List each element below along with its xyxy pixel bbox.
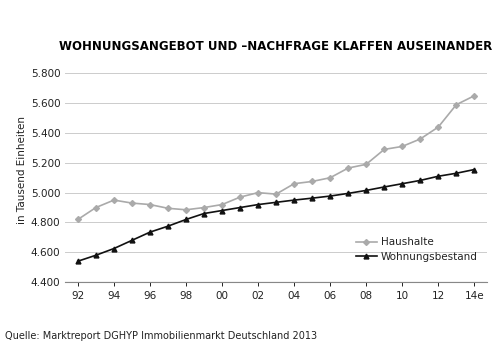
Wohnungsbestand <box>255 203 261 207</box>
Wohnungsbestand <box>183 217 189 222</box>
Wohnungsbestand <box>470 168 476 172</box>
Haushalte <box>200 205 206 209</box>
Haushalte <box>273 192 279 196</box>
Haushalte <box>236 195 242 199</box>
Wohnungsbestand <box>291 198 297 202</box>
Wohnungsbestand <box>93 253 99 257</box>
Wohnungsbestand <box>452 171 458 175</box>
Haushalte <box>327 176 333 180</box>
Y-axis label: in Tausend Einheiten: in Tausend Einheiten <box>17 116 27 224</box>
Haushalte <box>165 206 171 210</box>
Wohnungsbestand <box>362 188 368 192</box>
Haushalte <box>380 147 386 151</box>
Wohnungsbestand <box>147 230 153 234</box>
Line: Wohnungsbestand: Wohnungsbestand <box>75 167 476 264</box>
Line: Haushalte: Haushalte <box>76 94 475 222</box>
Haushalte <box>218 203 224 207</box>
Haushalte <box>362 162 368 166</box>
Wohnungsbestand <box>416 178 422 182</box>
Legend: Haushalte, Wohnungsbestand: Haushalte, Wohnungsbestand <box>351 233 481 266</box>
Haushalte <box>255 191 261 195</box>
Wohnungsbestand <box>309 196 315 200</box>
Haushalte <box>398 144 404 149</box>
Wohnungsbestand <box>165 224 171 228</box>
Wohnungsbestand <box>398 182 404 186</box>
Haushalte <box>345 166 351 170</box>
Wohnungsbestand <box>129 238 135 243</box>
Wohnungsbestand <box>218 208 224 213</box>
Wohnungsbestand <box>236 205 242 209</box>
Wohnungsbestand <box>75 259 81 263</box>
Haushalte <box>309 179 315 183</box>
Wohnungsbestand <box>327 194 333 198</box>
Haushalte <box>470 94 476 98</box>
Title: WOHNUNGSANGEBOT UND –NACHFRAGE KLAFFEN AUSEINANDER: WOHNUNGSANGEBOT UND –NACHFRAGE KLAFFEN A… <box>59 40 492 53</box>
Haushalte <box>129 201 135 205</box>
Haushalte <box>452 103 458 107</box>
Haushalte <box>416 137 422 141</box>
Haushalte <box>183 208 189 212</box>
Haushalte <box>75 217 81 222</box>
Wohnungsbestand <box>345 191 351 195</box>
Haushalte <box>434 125 440 129</box>
Haushalte <box>291 182 297 186</box>
Text: Quelle: Marktreport DGHYP Immobilienmarkt Deutschland 2013: Quelle: Marktreport DGHYP Immobilienmark… <box>5 331 317 341</box>
Haushalte <box>111 198 117 202</box>
Wohnungsbestand <box>434 174 440 178</box>
Wohnungsbestand <box>111 246 117 250</box>
Haushalte <box>93 205 99 209</box>
Wohnungsbestand <box>200 212 206 216</box>
Wohnungsbestand <box>380 185 386 189</box>
Haushalte <box>147 203 153 207</box>
Wohnungsbestand <box>273 200 279 204</box>
